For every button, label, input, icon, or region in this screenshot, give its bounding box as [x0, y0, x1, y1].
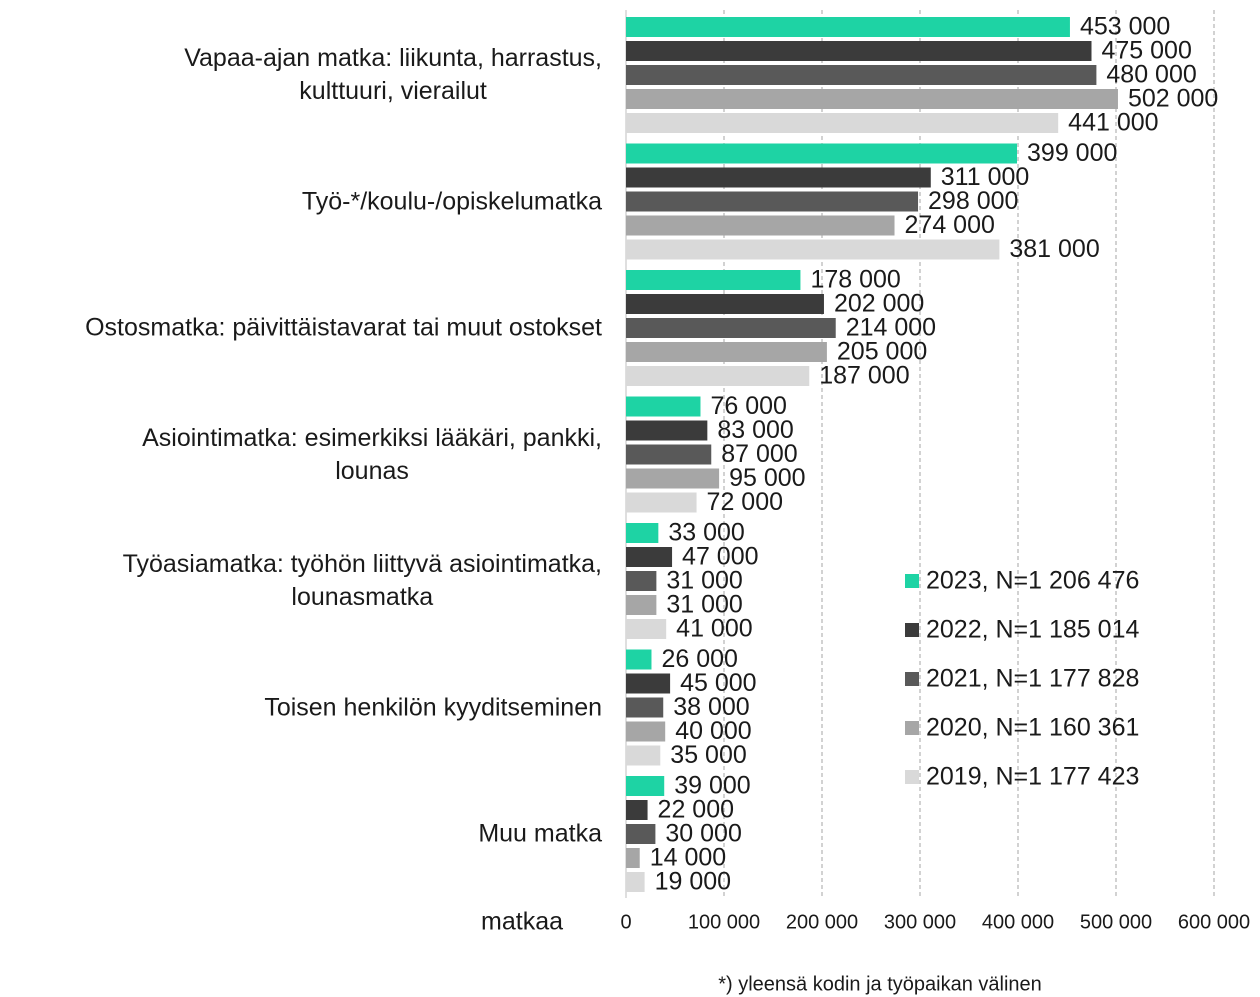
legend-swatch — [905, 770, 919, 784]
value-label: 41 000 — [676, 615, 752, 643]
bar — [626, 468, 720, 489]
bar — [626, 848, 640, 868]
category-label: Ostosmatka: päivittäistavarat tai muut o… — [85, 313, 602, 342]
value-label: 83 000 — [717, 416, 793, 444]
legend-label: 2021, N=1 177 828 — [926, 665, 1139, 693]
bar — [626, 619, 667, 639]
bar — [626, 595, 657, 615]
bar — [626, 239, 1000, 260]
x-tick-label: 500 000 — [1080, 911, 1152, 933]
bar — [626, 523, 659, 543]
bar — [626, 270, 801, 290]
value-label: 38 000 — [673, 693, 749, 721]
bar — [626, 420, 708, 441]
bar — [626, 776, 665, 796]
value-label: 298 000 — [928, 187, 1018, 215]
bar — [626, 444, 712, 465]
bar — [626, 800, 648, 820]
bar — [626, 167, 931, 188]
x-tick-label: 200 000 — [786, 911, 858, 933]
value-label: 14 000 — [650, 844, 726, 872]
value-label: 502 000 — [1128, 85, 1218, 113]
bar — [626, 294, 824, 314]
x-tick-label: 100 000 — [688, 911, 760, 933]
legend-label: 2019, N=1 177 423 — [926, 763, 1139, 791]
value-label: 441 000 — [1068, 109, 1158, 137]
category-label: Toisen henkilön kyyditseminen — [264, 693, 602, 721]
value-label: 22 000 — [658, 796, 734, 824]
bar — [626, 17, 1070, 37]
bar — [626, 191, 919, 212]
bar — [626, 697, 664, 718]
value-label: 76 000 — [710, 392, 786, 420]
value-label: 178 000 — [810, 266, 900, 294]
value-label: 26 000 — [661, 645, 737, 673]
bar — [626, 824, 656, 844]
value-label: 45 000 — [680, 669, 756, 697]
category-label: Asiointimatka: esimerkiksi lääkäri, pank… — [142, 423, 602, 485]
bar — [626, 571, 657, 591]
value-label: 95 000 — [729, 464, 805, 492]
bar — [626, 492, 697, 513]
value-label: 72 000 — [707, 488, 783, 516]
legend-label: 2022, N=1 185 014 — [926, 616, 1139, 644]
value-label: 39 000 — [674, 772, 750, 800]
value-label: 202 000 — [834, 290, 924, 318]
x-tick-label: 400 000 — [982, 911, 1054, 933]
bar — [626, 342, 827, 362]
footnote: *) yleensä kodin ja työpaikan välinen — [718, 973, 1042, 995]
value-label: 453 000 — [1080, 13, 1170, 41]
legend-label: 2020, N=1 160 361 — [926, 714, 1139, 742]
bar — [626, 41, 1092, 61]
legend-swatch — [905, 623, 919, 637]
value-label: 35 000 — [670, 741, 746, 769]
value-label: 33 000 — [668, 519, 744, 547]
value-label: 40 000 — [675, 717, 751, 745]
bar — [626, 113, 1059, 133]
value-label: 381 000 — [1009, 235, 1099, 263]
value-label: 480 000 — [1106, 61, 1196, 89]
value-label: 31 000 — [666, 567, 742, 595]
value-label: 475 000 — [1102, 37, 1192, 65]
value-label: 30 000 — [665, 820, 741, 848]
legend-swatch — [905, 574, 919, 588]
x-tick-label: 600 000 — [1178, 911, 1250, 933]
category-label: Työ-*/koulu-/opiskelumatka — [301, 187, 602, 215]
value-label: 205 000 — [837, 338, 927, 366]
value-label: 87 000 — [721, 440, 797, 468]
bar — [626, 872, 645, 892]
value-label: 399 000 — [1027, 139, 1117, 167]
value-label: 274 000 — [905, 211, 995, 239]
category-label: Työasiamatka: työhön liittyvä asiointima… — [122, 550, 602, 611]
bar — [626, 366, 810, 386]
x-tick-label: 0 — [620, 911, 631, 933]
bar — [626, 673, 671, 694]
legend-swatch — [905, 721, 919, 735]
bar — [626, 649, 652, 670]
bar — [626, 318, 836, 338]
bar — [626, 721, 666, 742]
value-label: 19 000 — [655, 868, 731, 896]
value-label: 214 000 — [846, 314, 936, 342]
legend-swatch — [905, 672, 919, 686]
bar — [626, 143, 1018, 164]
bar — [626, 745, 661, 766]
category-label: Muu matka — [478, 819, 602, 848]
bar — [626, 396, 701, 417]
category-label: Vapaa-ajan matka: liikunta, harrastus, k… — [184, 44, 602, 105]
x-axis-title: matkaa — [481, 908, 563, 936]
bar — [626, 215, 895, 236]
value-label: 311 000 — [941, 163, 1030, 191]
value-label: 187 000 — [819, 362, 909, 390]
bar — [626, 547, 673, 567]
legend-label: 2023, N=1 206 476 — [926, 567, 1139, 595]
bar — [626, 89, 1118, 109]
bar — [626, 65, 1097, 85]
value-label: 31 000 — [666, 591, 742, 619]
x-tick-label: 300 000 — [884, 911, 956, 933]
value-label: 47 000 — [682, 543, 758, 571]
